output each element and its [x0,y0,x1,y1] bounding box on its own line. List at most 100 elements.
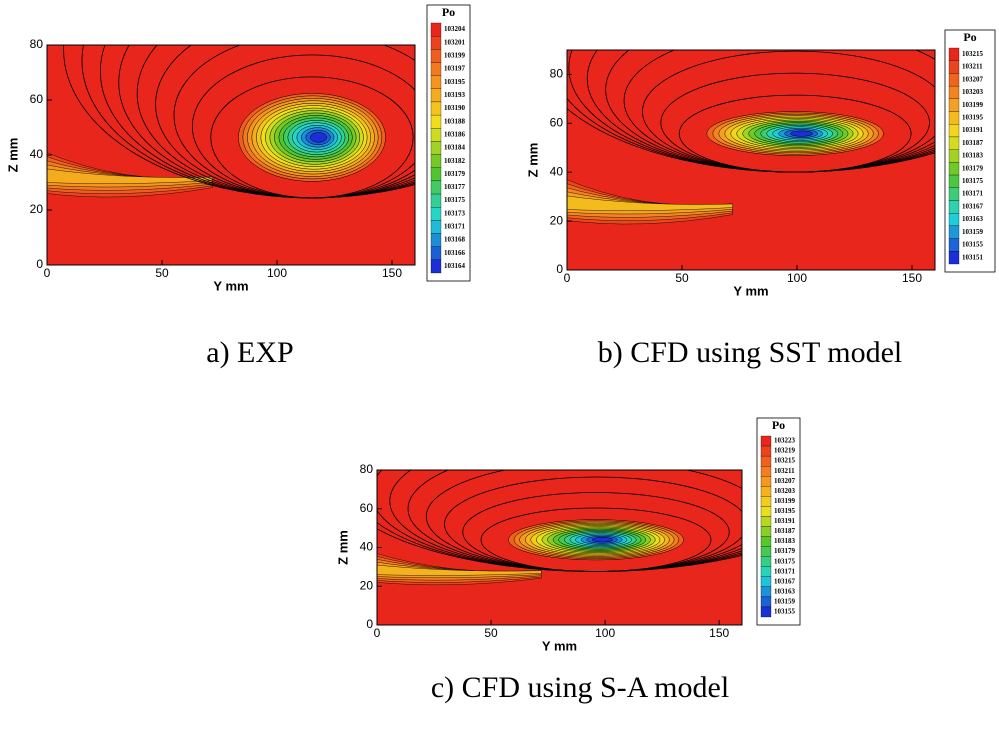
legend-level: 103203 [962,88,984,96]
legend-level: 103211 [962,63,983,71]
streamline [567,108,935,173]
y-tick-label: 60 [550,116,564,130]
y-tick-label: 40 [30,147,44,161]
legend-swatch [760,476,772,487]
y-axis-label: Z mm [5,138,20,173]
legend-level: 103188 [444,117,466,125]
y-tick-label: 0 [366,617,373,631]
y-axis-label: Z mm [335,530,350,565]
contour-field [567,50,935,270]
legend-swatch [760,506,772,517]
legend-level: 103195 [962,113,984,121]
legend-level: 103171 [962,190,984,198]
legend-swatch [430,49,442,63]
legend-swatch [948,73,960,87]
legend-swatch [760,466,772,477]
legend-swatch [760,526,772,537]
y-tick-label: 20 [30,202,44,216]
contour-field [47,45,415,265]
legend-swatch [430,114,442,129]
legend-swatch [948,85,960,99]
legend-swatch [760,455,772,467]
legend-swatch [430,128,442,142]
legend-swatch [760,445,772,457]
x-axis-label: Y mm [213,278,248,293]
caption: c) CFD using S-A model [431,671,729,704]
legend-level: 103155 [962,241,984,249]
x-tick-label: 50 [155,266,169,280]
legend-swatch [430,259,442,274]
legend-swatch [430,154,442,168]
vortex-contour [790,130,813,137]
legend-level: 103171 [774,567,796,575]
legend-level: 103199 [444,52,466,60]
legend-swatch [948,98,960,112]
legend-title: Po [772,418,785,432]
x-tick-label: 100 [267,266,287,280]
legend-level: 103191 [774,517,796,525]
caption: a) EXP [206,336,293,369]
legend-level: 103155 [774,608,796,616]
legend-level: 103175 [774,557,796,565]
legend-level: 103187 [962,139,984,147]
x-axis-label: Y mm [542,638,577,653]
legend-swatch [430,88,442,103]
contour-field [377,470,742,625]
x-tick-label: 0 [44,266,51,280]
legend-level: 103190 [444,104,466,112]
legend-swatch [760,576,772,587]
legend-swatch [430,22,442,37]
x-tick-label: 100 [595,626,615,640]
y-tick-label: 0 [556,262,563,276]
y-tick-label: 80 [30,37,44,51]
legend-level: 103186 [444,130,466,138]
legend-swatch [430,75,442,89]
legend-swatch [430,193,442,208]
legend-swatch [760,536,772,547]
legend-level: 103211 [774,467,795,475]
legend-swatch [760,496,772,507]
legend-swatch [430,167,442,182]
legend-level: 103201 [444,38,466,46]
legend-swatch [760,546,772,557]
y-tick-label: 80 [360,462,374,476]
legend-swatch [430,220,442,234]
wake-band [377,564,542,576]
legend-level: 103184 [444,144,466,152]
legend-level: 103204 [444,25,466,33]
legend-title: Po [442,5,455,19]
legend-level: 103175 [444,196,466,204]
legend-swatch [948,225,960,239]
y-tick-label: 20 [550,213,564,227]
legend-swatch [948,174,960,188]
legend-level: 103166 [444,249,466,257]
legend-swatch [430,62,442,76]
legend-swatch [948,251,960,265]
legend-level: 103173 [444,209,466,217]
legend-level: 103183 [962,152,984,160]
legend-swatch [948,238,960,252]
x-axis-label: Y mm [733,283,768,298]
legend-level: 103179 [774,547,796,555]
x-tick-label: 0 [564,271,571,285]
legend-level: 103171 [444,223,466,231]
legend-swatch [948,162,960,176]
legend-level: 103215 [962,50,984,58]
x-tick-label: 0 [374,626,381,640]
legend-swatch [760,435,772,447]
legend-level: 103179 [444,170,466,178]
legend-swatch [760,556,772,567]
legend-swatch [430,246,442,260]
legend-level: 103177 [444,183,466,191]
y-tick-label: 60 [360,501,374,515]
streamline [377,528,742,572]
legend-swatch [948,149,960,163]
plot-frame [566,49,936,271]
legend-level: 103159 [962,228,984,236]
legend-level: 103223 [774,437,796,445]
legend-level: 103193 [444,91,466,99]
legend-level: 103203 [774,487,796,495]
legend-level: 103219 [774,447,796,455]
wake-band [567,195,733,211]
